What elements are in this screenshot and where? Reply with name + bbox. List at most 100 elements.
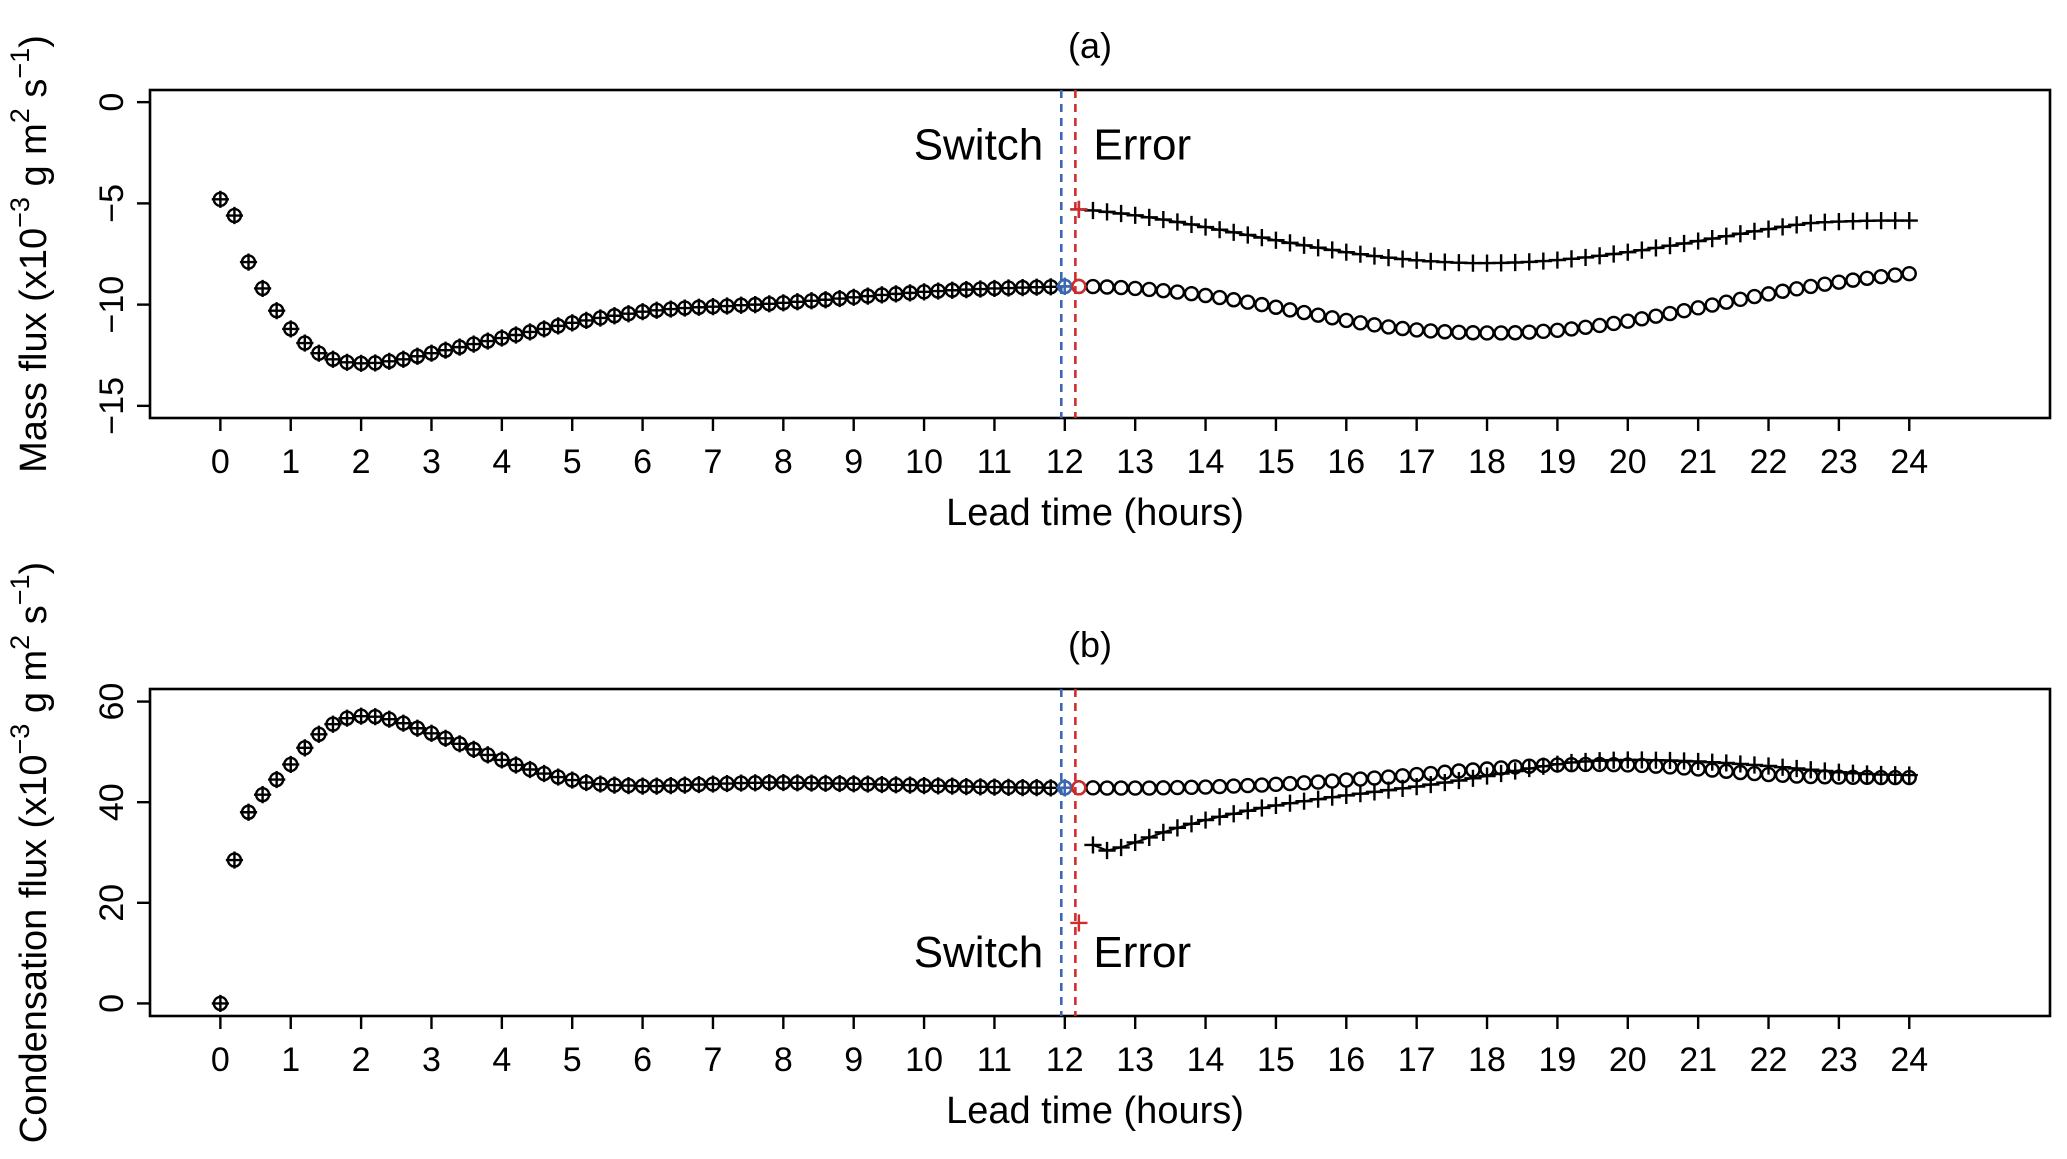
marker-plus xyxy=(1196,811,1215,829)
panel-a-ylabel: Mass flux (x10−3 g m2 s−1) xyxy=(5,35,55,473)
marker-plus xyxy=(577,311,595,330)
switch-point xyxy=(1056,277,1074,295)
marker-circle xyxy=(1648,308,1664,324)
marker-plus xyxy=(1281,234,1299,252)
x-tick-label: 4 xyxy=(492,443,511,481)
marker-circle xyxy=(1211,289,1228,306)
marker-plus xyxy=(1295,792,1313,810)
x-tick-label: 10 xyxy=(905,443,943,481)
panel-b-content: 0 1 2 3 4 5 6 7 8 9 10 11 12 13 14 15 16 17 18 19 20 21 22 23 24… xyxy=(93,683,2052,1079)
marker-circle xyxy=(1282,775,1298,792)
marker-plus xyxy=(1196,218,1215,236)
panel-a-xlabel: Lead time (hours) xyxy=(946,492,1244,534)
panel-b-x-axis: 0 1 2 3 4 5 6 7 8 9 10 11 12 13 14 15 16 17 18 19 20 21 22 23 24 xyxy=(211,1016,1928,1079)
marker-plus xyxy=(591,309,609,327)
marker-plus xyxy=(282,755,300,774)
marker-plus xyxy=(1520,759,1538,778)
x-tick-label: 15 xyxy=(1257,1041,1295,1079)
marker-circle xyxy=(1141,281,1157,298)
marker-plus xyxy=(394,714,412,732)
panel-b: 0 1 2 3 4 5 6 7 8 9 10 11 12 13 14 15 16 17 18 19 20 21 22 23 24… xyxy=(5,562,2052,1143)
marker-circle xyxy=(1338,312,1354,329)
marker-circle xyxy=(1240,294,1256,310)
x-tick-label: 9 xyxy=(844,443,863,481)
marker-circle xyxy=(1099,279,1115,295)
ylabel-superscript: −1 xyxy=(5,574,35,605)
marker-plus xyxy=(549,317,567,335)
marker-circle xyxy=(1887,267,1903,283)
panel-a-box xyxy=(148,88,2052,420)
panel-b-special-points xyxy=(1056,779,1088,932)
x-tick-label: 18 xyxy=(1468,1041,1506,1079)
x-tick-label: 14 xyxy=(1187,443,1225,481)
marker-plus xyxy=(422,344,441,362)
marker-plus xyxy=(535,764,553,783)
marker-plus xyxy=(845,288,863,306)
x-tick-label: 12 xyxy=(1046,443,1084,481)
marker-plus xyxy=(1661,237,1679,255)
marker-plus xyxy=(225,851,244,869)
marker-plus xyxy=(1534,757,1552,775)
marker-plus xyxy=(1225,223,1243,241)
x-tick-label: 5 xyxy=(563,1041,582,1079)
x-tick-label: 1 xyxy=(281,1041,300,1079)
marker-plus xyxy=(1365,783,1384,801)
marker-plus xyxy=(253,786,272,804)
marker-plus xyxy=(408,347,427,365)
marker-plus xyxy=(507,756,525,774)
marker-circle xyxy=(1606,315,1622,332)
marker-plus xyxy=(1309,239,1327,257)
ylabel-text: g m xyxy=(13,123,55,197)
x-tick-label: 17 xyxy=(1398,1041,1436,1079)
marker-plus xyxy=(1098,203,1116,221)
marker-plus xyxy=(1323,788,1341,806)
marker-circle xyxy=(1183,285,1200,302)
switch-point xyxy=(1056,779,1074,797)
marker-plus xyxy=(1802,761,1820,779)
marker-plus xyxy=(1408,777,1426,796)
marker-plus xyxy=(1591,247,1609,265)
marker-plus xyxy=(310,344,328,362)
marker-plus xyxy=(479,332,497,350)
series-analysis-overlap xyxy=(211,707,1074,1013)
marker-plus xyxy=(1168,213,1187,231)
marker-circle xyxy=(1226,778,1242,794)
marker-circle xyxy=(1155,780,1172,796)
x-tick-label: 13 xyxy=(1116,1041,1154,1079)
marker-circle xyxy=(1577,319,1594,335)
marker-plus xyxy=(1225,805,1243,823)
y-tick-label: −10 xyxy=(93,276,131,334)
y-tick-label: −5 xyxy=(93,184,131,223)
ylabel-text: s xyxy=(13,605,55,635)
marker-plus xyxy=(1281,794,1299,812)
marker-plus xyxy=(859,287,877,305)
marker-plus xyxy=(1788,759,1806,778)
marker-circle xyxy=(1197,779,1214,795)
x-tick-label: 6 xyxy=(633,1041,652,1079)
marker-plus xyxy=(408,719,427,737)
marker-circle xyxy=(1732,291,1749,308)
marker-circle xyxy=(1423,323,1439,339)
marker-plus xyxy=(1126,833,1144,852)
x-tick-label: 7 xyxy=(704,443,723,481)
marker-plus xyxy=(366,354,384,372)
x-tick-label: 4 xyxy=(492,1041,511,1079)
marker-circle xyxy=(1113,279,1129,296)
marker-circle xyxy=(1634,311,1650,327)
marker-circle xyxy=(1408,322,1425,338)
marker-circle xyxy=(1338,772,1354,788)
first-error-circle xyxy=(1071,278,1087,295)
marker-plus xyxy=(1253,229,1271,247)
x-tick-label: 22 xyxy=(1750,1041,1788,1079)
marker-plus xyxy=(1492,764,1510,783)
marker-plus xyxy=(521,323,539,341)
marker-plus xyxy=(1548,755,1567,773)
series-analysis-overlap xyxy=(211,190,1074,372)
marker-circle xyxy=(1563,321,1580,337)
x-tick-label: 8 xyxy=(774,1041,793,1079)
x-tick-label: 3 xyxy=(422,443,441,481)
marker-circle xyxy=(1324,310,1340,326)
series-control-circles xyxy=(1071,265,1917,341)
marker-plus xyxy=(1267,796,1285,815)
